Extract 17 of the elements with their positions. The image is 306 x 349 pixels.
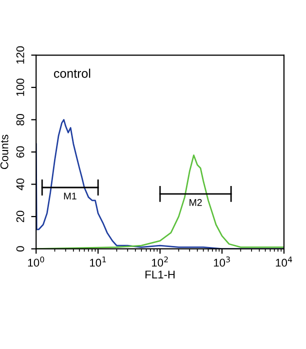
x-tick-label: 10$^{0}$ <box>28 256 44 267</box>
series-label: M1 <box>64 192 76 200</box>
annotation: control <box>54 68 90 78</box>
x-tick-label: 10$^{1}$ <box>90 256 106 267</box>
y-tick-label: 40 <box>16 178 24 190</box>
x-axis-title: FL1-H <box>146 270 175 278</box>
y-tick-label: 100 <box>16 78 24 96</box>
x-tick-label: 10$^{2}$ <box>152 256 168 267</box>
y-axis-title: Counts <box>0 134 8 170</box>
x-tick-label: 10$^{3}$ <box>214 256 230 267</box>
y-tick-label: 80 <box>16 114 24 126</box>
y-tick-label: 120 <box>16 46 24 64</box>
y-tick-label: 60 <box>16 146 24 158</box>
x-tick-label: 10$^{4}$ <box>276 256 292 267</box>
y-tick-label: 20 <box>16 210 24 222</box>
y-tick-label: 0 <box>16 246 24 252</box>
series-label: M2 <box>190 199 202 206</box>
